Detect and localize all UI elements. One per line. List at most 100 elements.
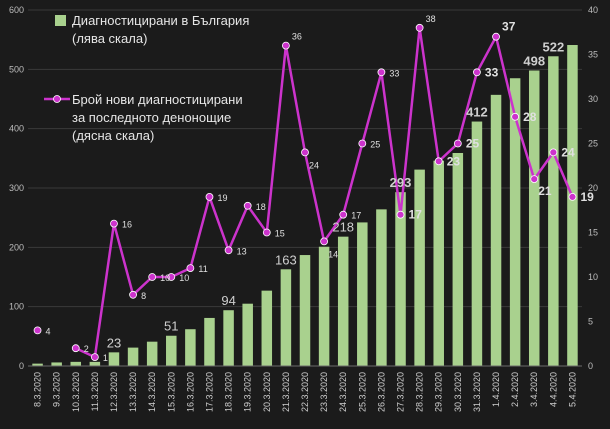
line-data-label: 15 — [275, 229, 285, 239]
bar-series — [32, 45, 578, 367]
bar — [318, 246, 330, 366]
legend-swatch-marker — [53, 95, 61, 103]
line-data-label: 19 — [580, 190, 594, 204]
x-tick-label: 18.3.2020 — [224, 372, 234, 412]
line-data-label: 24 — [561, 145, 575, 159]
right-axis: 0 5 10 15 20 25 30 35 40 — [588, 5, 598, 371]
line-point — [511, 112, 520, 121]
bar — [261, 290, 273, 366]
line-data-label: 28 — [523, 110, 537, 124]
bar — [70, 361, 82, 366]
bar — [452, 152, 464, 366]
bar-data-label: 51 — [164, 319, 178, 334]
right-axis-tick: 0 — [588, 361, 593, 371]
bar — [357, 222, 368, 366]
legend-swatch-bars — [55, 15, 66, 26]
bar — [299, 255, 311, 366]
bar — [146, 341, 158, 366]
bar — [185, 329, 196, 366]
x-tick-label: 20.3.2020 — [262, 372, 272, 412]
bar — [242, 303, 253, 366]
line-data-label: 16 — [122, 220, 132, 230]
left-axis-tick: 0 — [19, 361, 24, 371]
x-tick-label: 21.3.2020 — [281, 372, 291, 412]
x-tick-label: 22.3.2020 — [300, 372, 310, 412]
x-tick-label: 14.3.2020 — [147, 372, 157, 412]
line-point — [129, 290, 137, 299]
bar — [509, 78, 521, 366]
x-tick-label: 17.3.2020 — [204, 372, 214, 412]
line-data-label: 17 — [409, 208, 423, 222]
line-point — [434, 157, 443, 166]
line-data-label: 8 — [141, 291, 146, 301]
line-data-label: 2 — [84, 344, 89, 354]
bar — [89, 361, 101, 366]
legend-line: (дясна скала) — [72, 128, 154, 143]
bar — [376, 209, 387, 366]
x-tick-label: 3.4.2020 — [529, 372, 539, 407]
line-data-label: 17 — [351, 211, 361, 221]
bar-data-label: 522 — [542, 39, 564, 54]
line-data-label: 13 — [237, 246, 247, 256]
line-data-label: 18 — [256, 202, 266, 212]
left-axis-tick: 400 — [9, 124, 24, 134]
bar — [108, 352, 120, 366]
line-data-label: 25 — [370, 140, 380, 150]
line-data-label: 23 — [447, 154, 461, 168]
bar-data-label: 163 — [275, 252, 297, 267]
bar-data-label: 412 — [466, 105, 488, 120]
bar — [166, 335, 177, 366]
right-axis-tick: 20 — [588, 183, 598, 193]
line-data-label: 38 — [426, 14, 436, 24]
line-point — [186, 264, 195, 273]
x-tick-label: 23.3.2020 — [319, 372, 329, 412]
x-tick-label: 30.3.2020 — [453, 372, 463, 412]
line-data-label: 33 — [485, 65, 499, 79]
x-tick-label: 11.3.2020 — [90, 372, 100, 411]
x-tick-label: 13.3.2020 — [128, 372, 138, 412]
legend-line: Брой нови диагностицирани — [72, 92, 243, 107]
bar — [471, 121, 483, 367]
line-point — [110, 219, 118, 228]
line-data-label: 19 — [217, 193, 227, 203]
line-point — [262, 228, 271, 237]
line-data-label: 10 — [179, 273, 189, 283]
bar — [414, 169, 425, 366]
right-axis-tick: 30 — [588, 94, 598, 104]
bar — [32, 363, 43, 366]
bar — [395, 192, 406, 366]
line-point — [224, 246, 233, 255]
bar — [528, 70, 540, 367]
line-point — [148, 273, 157, 281]
line-point — [549, 148, 558, 157]
x-tick-label: 25.3.2020 — [357, 372, 367, 412]
left-axis-tick: 500 — [9, 64, 24, 74]
x-tick-label: 26.3.2020 — [376, 372, 386, 412]
bar — [204, 317, 215, 366]
right-axis-tick: 25 — [588, 139, 598, 149]
line-data-label: 37 — [502, 20, 516, 34]
line-data-label: 36 — [292, 32, 302, 42]
legend-label-bars: Диагностицирани в България (лява скала) — [72, 13, 249, 46]
line-data-label: 25 — [466, 137, 480, 151]
line-point — [473, 68, 481, 77]
x-tick-label: 24.3.2020 — [338, 372, 348, 412]
right-axis-tick: 40 — [588, 5, 598, 15]
bar — [548, 56, 559, 366]
line-series — [33, 23, 577, 362]
line-point — [301, 148, 309, 157]
line-point — [358, 139, 367, 148]
x-tick-label: 5.4.2020 — [567, 372, 577, 407]
right-axis-tick: 5 — [588, 317, 593, 327]
bar — [223, 310, 234, 366]
x-tick-label: 9.3.2020 — [52, 372, 62, 407]
bar — [337, 236, 349, 366]
x-tick-label: 19.3.2020 — [243, 372, 253, 412]
line-point — [492, 32, 500, 41]
x-tick-label: 12.3.2020 — [109, 372, 119, 412]
right-axis-tick: 10 — [588, 272, 598, 282]
bar-data-label: 23 — [107, 335, 121, 350]
